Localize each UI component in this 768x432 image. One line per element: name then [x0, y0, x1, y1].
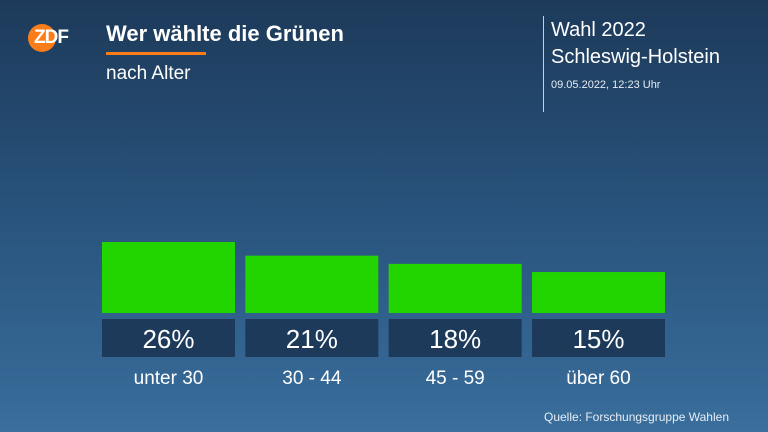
bar-3	[531, 272, 665, 313]
event-timestamp: 09.05.2022, 12:23 Uhr	[551, 79, 661, 91]
value-label-2: 18%	[429, 324, 481, 354]
chart-title: Wer wählte die Grünen	[106, 21, 344, 46]
title-underline	[106, 52, 206, 55]
category-label-1: 30 - 44	[282, 368, 342, 389]
value-label-0: 26%	[142, 324, 194, 354]
value-label-box-2	[388, 319, 522, 357]
value-label-box-1	[245, 319, 379, 357]
source-note: Quelle: Forschungsgruppe Wahlen	[544, 410, 729, 424]
category-label-0: unter 30	[134, 368, 204, 389]
zdf-logo-icon	[28, 24, 56, 52]
zdf-logo-text: ZDF	[34, 27, 69, 48]
header-divider	[543, 16, 544, 112]
bar-1	[245, 255, 379, 313]
value-label-box-0	[102, 319, 235, 357]
zdf-logo: ZDF	[28, 24, 69, 52]
event-subtitle: Schleswig-Holstein	[551, 46, 720, 68]
category-label-3: über 60	[566, 368, 630, 389]
chart-subtitle: nach Alter	[106, 63, 191, 84]
category-label-2: 45 - 59	[426, 368, 485, 389]
value-label-box-3	[531, 319, 665, 357]
value-label-3: 15%	[572, 324, 624, 354]
bar-2	[388, 263, 522, 313]
event-title: Wahl 2022	[551, 19, 646, 41]
value-label-1: 21%	[286, 324, 338, 354]
bar-0	[102, 242, 235, 313]
